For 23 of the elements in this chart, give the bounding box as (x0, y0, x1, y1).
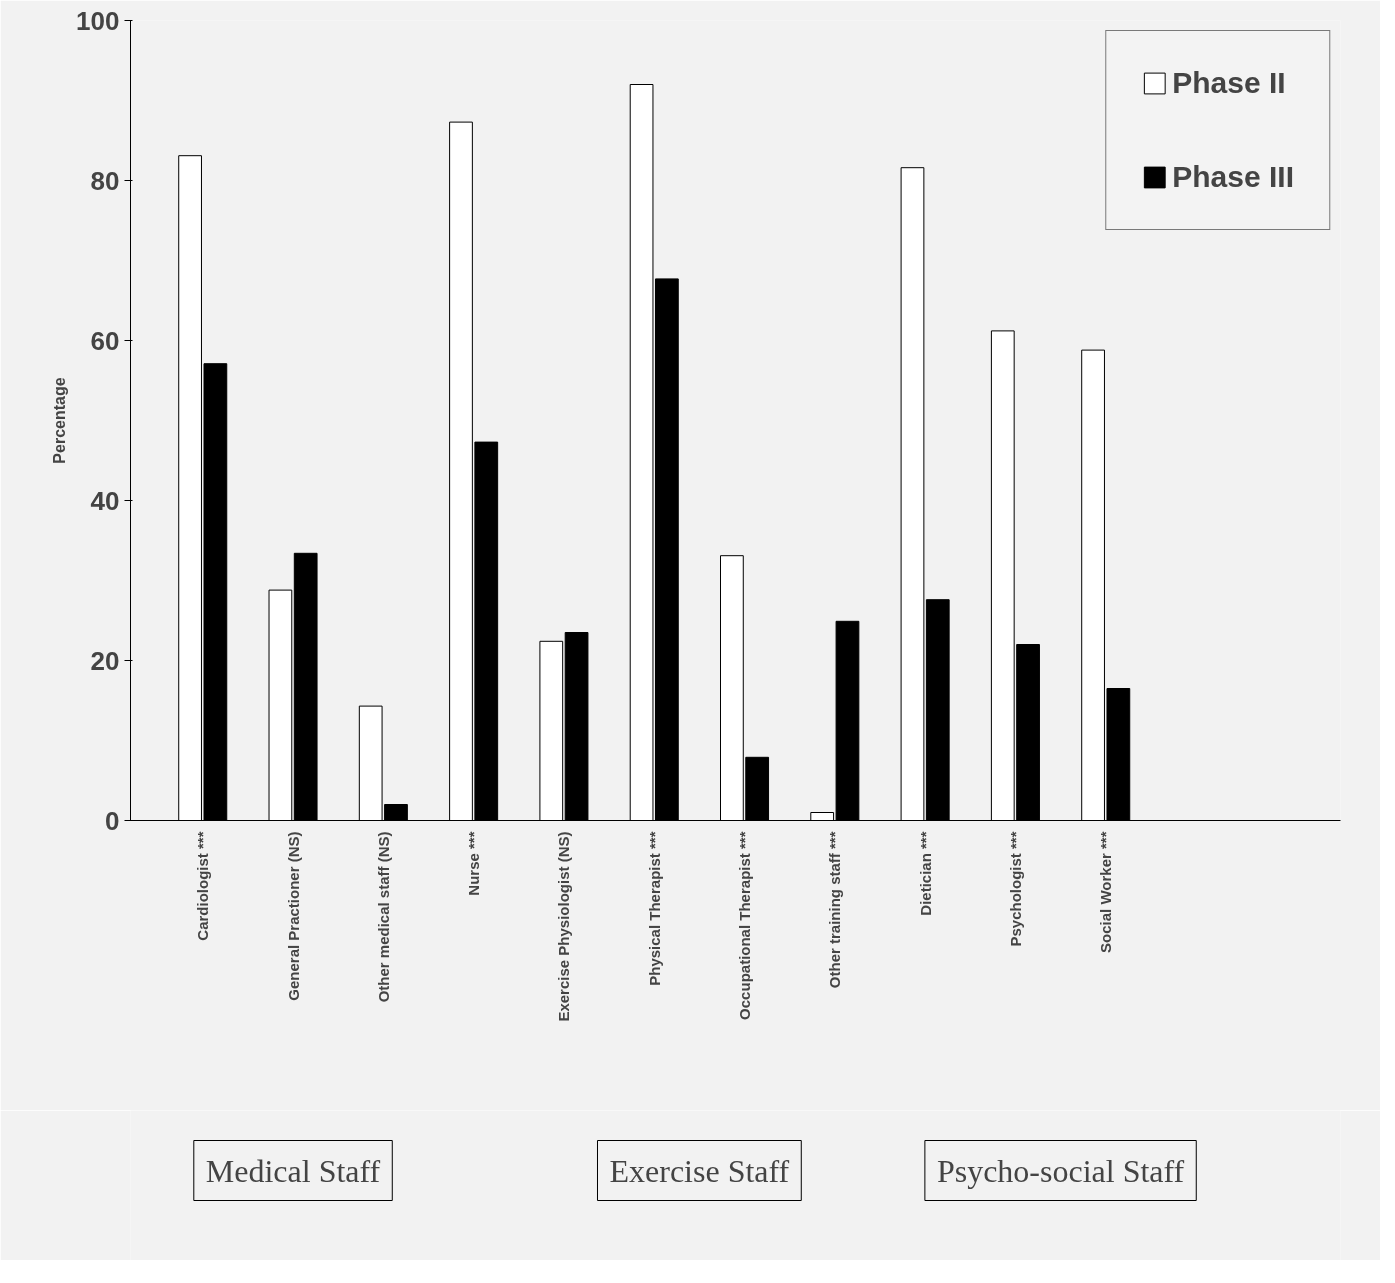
text: Psycho-social Staff (936, 1152, 1185, 1189)
y-tick-label: 100 (76, 5, 120, 36)
y-tick-label: 60 (90, 325, 120, 356)
x-tick-label: Other medical staff (NS) (374, 831, 392, 1003)
x-tick-label: Occupational Therapist *** (736, 831, 754, 1020)
x-tick-label: General Practioner (NS) (284, 831, 302, 1001)
y-tick-label: 80 (90, 165, 120, 196)
x-tick-label: Other training staff *** (826, 831, 844, 989)
x-tick-label: Physical Therapist *** (645, 831, 663, 986)
x-tick-label: Psychologist *** (1006, 831, 1024, 947)
text: Medical Staff (205, 1152, 381, 1189)
x-tick-label: Cardiologist *** (194, 831, 212, 941)
text: Exercise Staff (609, 1152, 790, 1189)
x-tick-label: Dietician *** (916, 831, 934, 916)
x-tick-label: Exercise Physiologist (NS) (555, 831, 573, 1022)
y-tick-label: 40 (90, 485, 120, 516)
legend-label: Phase III (1172, 160, 1294, 194)
x-tick-label: Nurse *** (465, 831, 483, 896)
x-tick-label: Social Worker *** (1097, 831, 1115, 953)
legend-label: Phase II (1172, 66, 1286, 100)
y-tick-label: 20 (90, 645, 120, 676)
y-axis-title: Percentage (51, 377, 69, 464)
y-tick-label: 0 (105, 805, 120, 836)
